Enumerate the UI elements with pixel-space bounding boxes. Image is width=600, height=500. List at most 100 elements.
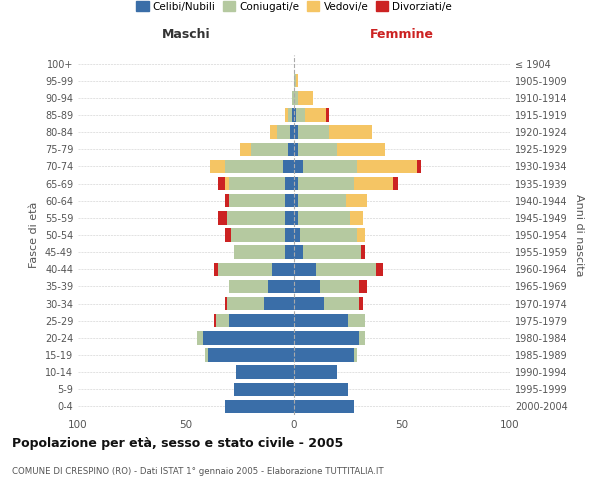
Bar bbox=[305, 108, 326, 122]
Bar bbox=[298, 177, 355, 190]
Bar bbox=[229, 280, 268, 293]
Bar bbox=[356, 228, 365, 241]
Bar bbox=[394, 177, 398, 190]
Bar bbox=[232, 228, 286, 241]
Bar bbox=[294, 108, 296, 122]
Bar bbox=[359, 280, 367, 293]
Bar bbox=[294, 348, 355, 362]
Bar bbox=[294, 297, 324, 310]
Bar bbox=[329, 126, 372, 139]
Bar bbox=[294, 91, 298, 104]
Bar bbox=[294, 366, 337, 379]
Bar bbox=[277, 126, 290, 139]
Bar bbox=[302, 246, 361, 259]
Bar bbox=[286, 211, 294, 224]
Bar bbox=[233, 246, 286, 259]
Bar bbox=[272, 262, 294, 276]
Bar bbox=[229, 314, 294, 328]
Bar bbox=[359, 331, 365, 344]
Bar bbox=[225, 297, 227, 310]
Bar bbox=[227, 297, 264, 310]
Text: Maschi: Maschi bbox=[161, 28, 211, 42]
Bar bbox=[376, 262, 383, 276]
Bar bbox=[236, 366, 294, 379]
Bar bbox=[286, 108, 287, 122]
Bar bbox=[218, 262, 272, 276]
Bar bbox=[294, 246, 302, 259]
Bar bbox=[286, 194, 294, 207]
Bar bbox=[324, 297, 359, 310]
Bar bbox=[292, 108, 294, 122]
Bar bbox=[294, 382, 348, 396]
Bar bbox=[229, 194, 286, 207]
Bar bbox=[294, 262, 316, 276]
Bar bbox=[225, 160, 283, 173]
Bar bbox=[337, 142, 385, 156]
Bar bbox=[316, 262, 376, 276]
Text: Femmine: Femmine bbox=[370, 28, 434, 42]
Bar bbox=[286, 177, 294, 190]
Bar bbox=[294, 194, 298, 207]
Bar bbox=[225, 177, 229, 190]
Bar bbox=[287, 108, 292, 122]
Bar bbox=[301, 228, 356, 241]
Bar bbox=[290, 126, 294, 139]
Bar bbox=[294, 228, 301, 241]
Bar bbox=[326, 108, 329, 122]
Bar bbox=[350, 211, 363, 224]
Bar bbox=[320, 280, 359, 293]
Y-axis label: Anni di nascita: Anni di nascita bbox=[574, 194, 584, 276]
Bar bbox=[233, 382, 294, 396]
Bar bbox=[270, 126, 277, 139]
Bar bbox=[359, 297, 363, 310]
Bar bbox=[356, 160, 417, 173]
Bar bbox=[225, 400, 294, 413]
Bar bbox=[205, 348, 208, 362]
Bar bbox=[283, 160, 294, 173]
Legend: Celibi/Nubili, Coniugati/e, Vedovi/e, Divorziati/e: Celibi/Nubili, Coniugati/e, Vedovi/e, Di… bbox=[134, 0, 454, 14]
Bar bbox=[298, 91, 313, 104]
Bar bbox=[294, 400, 355, 413]
Bar bbox=[229, 177, 286, 190]
Bar bbox=[286, 228, 294, 241]
Bar bbox=[294, 280, 320, 293]
Bar bbox=[294, 314, 348, 328]
Bar bbox=[225, 194, 229, 207]
Bar bbox=[214, 262, 218, 276]
Bar bbox=[218, 211, 227, 224]
Bar bbox=[268, 280, 294, 293]
Bar bbox=[298, 126, 329, 139]
Bar bbox=[417, 160, 421, 173]
Bar bbox=[240, 142, 251, 156]
Bar bbox=[216, 314, 229, 328]
Bar bbox=[361, 246, 365, 259]
Bar bbox=[203, 331, 294, 344]
Bar bbox=[251, 142, 287, 156]
Bar bbox=[286, 246, 294, 259]
Bar bbox=[298, 142, 337, 156]
Bar bbox=[218, 177, 225, 190]
Bar bbox=[264, 297, 294, 310]
Bar bbox=[355, 348, 356, 362]
Bar bbox=[197, 331, 203, 344]
Bar bbox=[287, 142, 294, 156]
Bar bbox=[292, 91, 294, 104]
Bar bbox=[214, 314, 216, 328]
Bar bbox=[298, 211, 350, 224]
Bar bbox=[294, 126, 298, 139]
Bar bbox=[294, 211, 298, 224]
Bar bbox=[294, 160, 302, 173]
Bar bbox=[227, 211, 286, 224]
Text: COMUNE DI CRESPINO (RO) - Dati ISTAT 1° gennaio 2005 - Elaborazione TUTTITALIA.I: COMUNE DI CRESPINO (RO) - Dati ISTAT 1° … bbox=[12, 468, 383, 476]
Bar bbox=[294, 142, 298, 156]
Bar bbox=[302, 160, 356, 173]
Bar bbox=[296, 108, 305, 122]
Bar bbox=[296, 74, 298, 88]
Bar bbox=[225, 228, 232, 241]
Bar bbox=[298, 194, 346, 207]
Bar bbox=[348, 314, 365, 328]
Bar bbox=[294, 74, 296, 88]
Bar bbox=[355, 177, 394, 190]
Bar bbox=[294, 177, 298, 190]
Bar bbox=[346, 194, 367, 207]
